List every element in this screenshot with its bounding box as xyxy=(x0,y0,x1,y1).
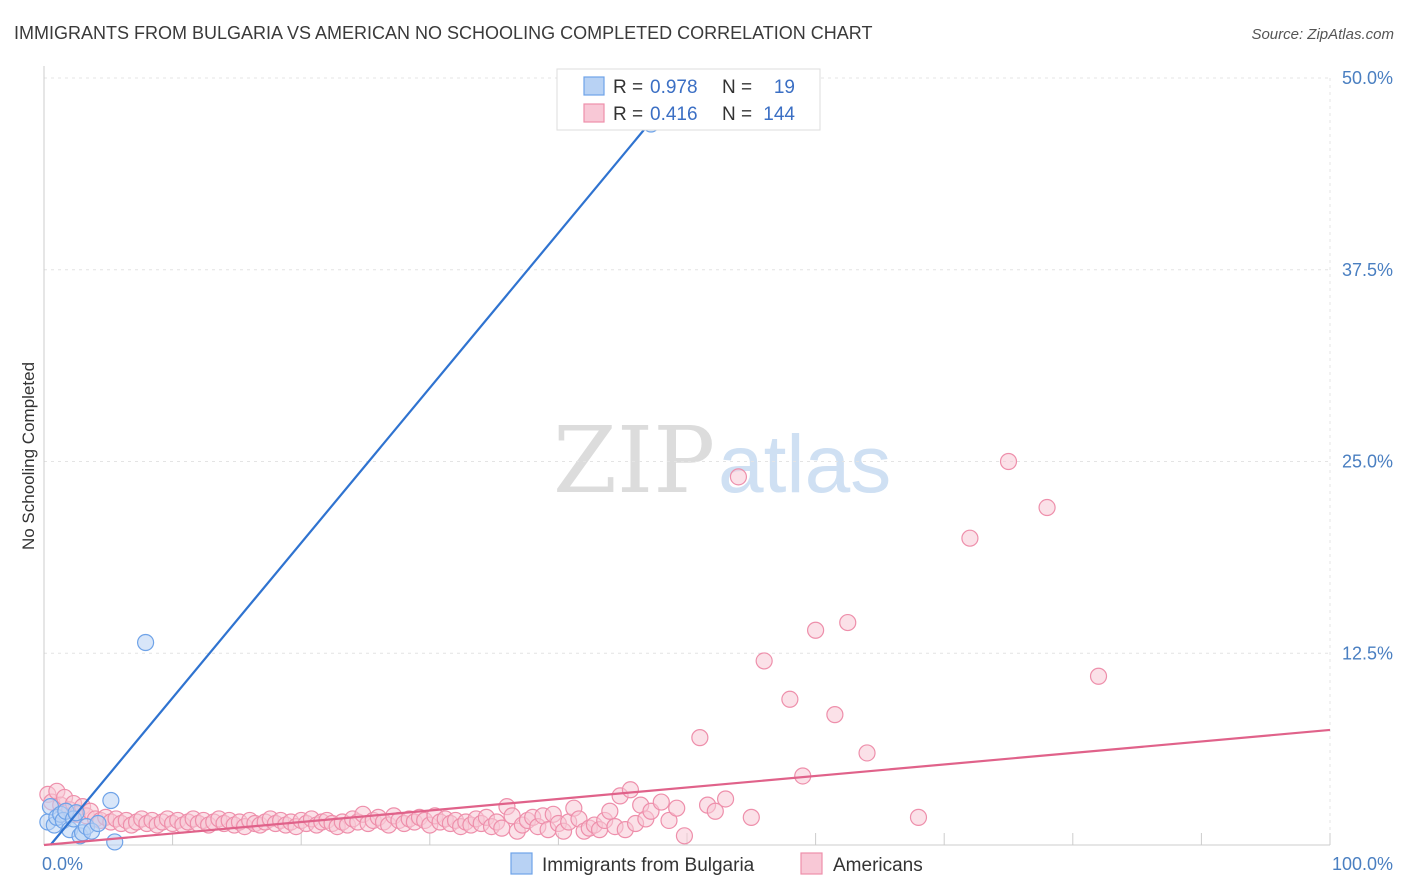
y-tick-label: 37.5% xyxy=(1342,260,1393,280)
point-americans xyxy=(961,529,979,547)
stats-n-value-bulgaria: 19 xyxy=(774,77,795,98)
point-americans xyxy=(755,652,773,670)
stats-legend: R = 0.978 N = 19 R = 0.416 N = 144 xyxy=(556,68,821,131)
point-americans xyxy=(691,729,709,747)
point-americans xyxy=(806,621,825,639)
tick-labels: 12.5% 25.0% 37.5% 50.0% 0.0% 100.0% xyxy=(42,68,1393,874)
point-americans xyxy=(621,781,640,799)
trendline-bulgaria xyxy=(49,77,688,846)
trendline-americans xyxy=(43,728,1331,847)
x-tick-label: 0.0% xyxy=(42,854,83,874)
point-americans xyxy=(1089,667,1108,685)
point-americans xyxy=(909,808,928,826)
point-americans xyxy=(668,799,686,817)
point-americans xyxy=(999,452,1018,471)
point-bulgaria xyxy=(102,791,120,810)
stats-swatch-bulgaria xyxy=(583,76,605,96)
y-tick-label: 50.0% xyxy=(1342,68,1393,88)
watermark-zip: ZIP xyxy=(553,407,715,514)
legend-swatch-bulgaria xyxy=(510,852,533,875)
watermark: ZIP atlas xyxy=(553,407,891,514)
legend-swatch-americans xyxy=(800,852,823,875)
stats-n-label-bulgaria: N = xyxy=(722,77,752,98)
stats-swatch-americans xyxy=(583,103,605,123)
point-bulgaria xyxy=(136,633,155,652)
point-bulgaria xyxy=(89,814,107,833)
y-tick-label: 12.5% xyxy=(1342,643,1393,663)
point-americans xyxy=(742,808,760,826)
watermark-atlas: atlas xyxy=(718,419,891,510)
bottom-legend: Immigrants from Bulgaria Americans xyxy=(510,852,923,876)
chart-source: Source: ZipAtlas.com xyxy=(1251,26,1394,43)
stats-r-value-americans: 0.416 xyxy=(650,104,698,125)
y-tick-label: 25.0% xyxy=(1342,452,1393,472)
point-americans xyxy=(675,827,694,845)
stats-n-value-americans: 144 xyxy=(763,104,795,125)
point-americans xyxy=(652,793,670,811)
trendlines xyxy=(43,77,1331,847)
point-bulgaria xyxy=(106,833,124,851)
stats-n-label-americans: N = xyxy=(722,104,752,125)
stats-r-value-bulgaria: 0.978 xyxy=(650,77,698,98)
y-axis-label: No Schooling Completed xyxy=(19,362,38,550)
point-americans xyxy=(660,811,678,830)
stats-r-label-bulgaria: R = xyxy=(613,77,643,98)
legend-label-bulgaria: Immigrants from Bulgaria xyxy=(542,855,755,876)
chart-title: IMMIGRANTS FROM BULGARIA VS AMERICAN NO … xyxy=(14,23,872,43)
point-americans xyxy=(729,468,748,486)
point-americans xyxy=(716,790,735,808)
point-americans xyxy=(706,802,724,820)
axes xyxy=(43,66,1331,846)
legend-label-americans: Americans xyxy=(833,855,923,876)
gridlines xyxy=(44,77,1331,845)
x-tick-label: 100.0% xyxy=(1332,854,1393,874)
point-americans xyxy=(601,802,619,820)
data-points xyxy=(39,115,1108,851)
stats-r-label-americans: R = xyxy=(613,104,643,125)
point-americans xyxy=(839,613,857,632)
point-americans xyxy=(858,744,876,762)
point-americans xyxy=(826,706,844,724)
point-americans xyxy=(1038,498,1056,517)
point-americans xyxy=(781,690,799,708)
